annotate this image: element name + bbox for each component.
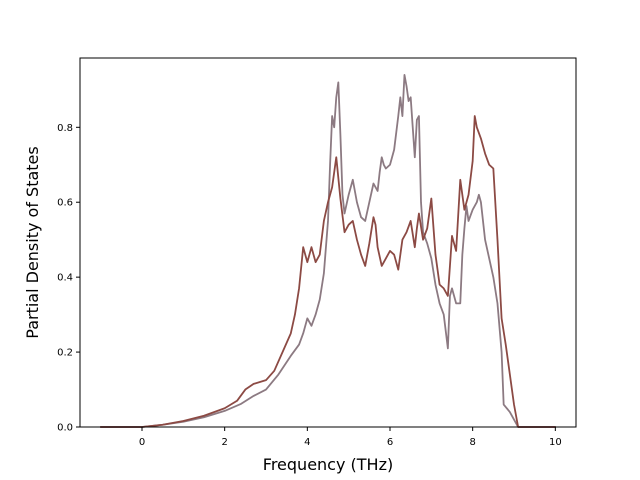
x-axis-ticks: 0 2 4 6 8 10 bbox=[139, 427, 562, 448]
series-layer bbox=[99, 73, 557, 428]
y-tick-label: 0.2 bbox=[57, 348, 73, 359]
y-axis-ticks: 0.0 0.2 0.4 0.6 0.8 bbox=[57, 123, 80, 434]
x-tick-label: 0 bbox=[139, 437, 145, 448]
y-tick-label: 0.6 bbox=[57, 198, 73, 209]
x-tick-label: 8 bbox=[469, 437, 475, 448]
x-tick-label: 6 bbox=[387, 437, 393, 448]
series-line-2 bbox=[99, 115, 557, 428]
x-axis-label: Frequency (THz) bbox=[263, 455, 393, 474]
series-line-1 bbox=[99, 73, 557, 428]
y-tick-label: 0.0 bbox=[57, 423, 73, 434]
plot-frame bbox=[79, 57, 577, 428]
x-tick-label: 10 bbox=[549, 437, 562, 448]
x-tick-label: 4 bbox=[304, 437, 310, 448]
y-axis-label: Partial Density of States bbox=[23, 146, 42, 338]
y-tick-label: 0.4 bbox=[57, 273, 73, 284]
y-tick-label: 0.8 bbox=[57, 123, 73, 134]
x-tick-label: 2 bbox=[221, 437, 227, 448]
